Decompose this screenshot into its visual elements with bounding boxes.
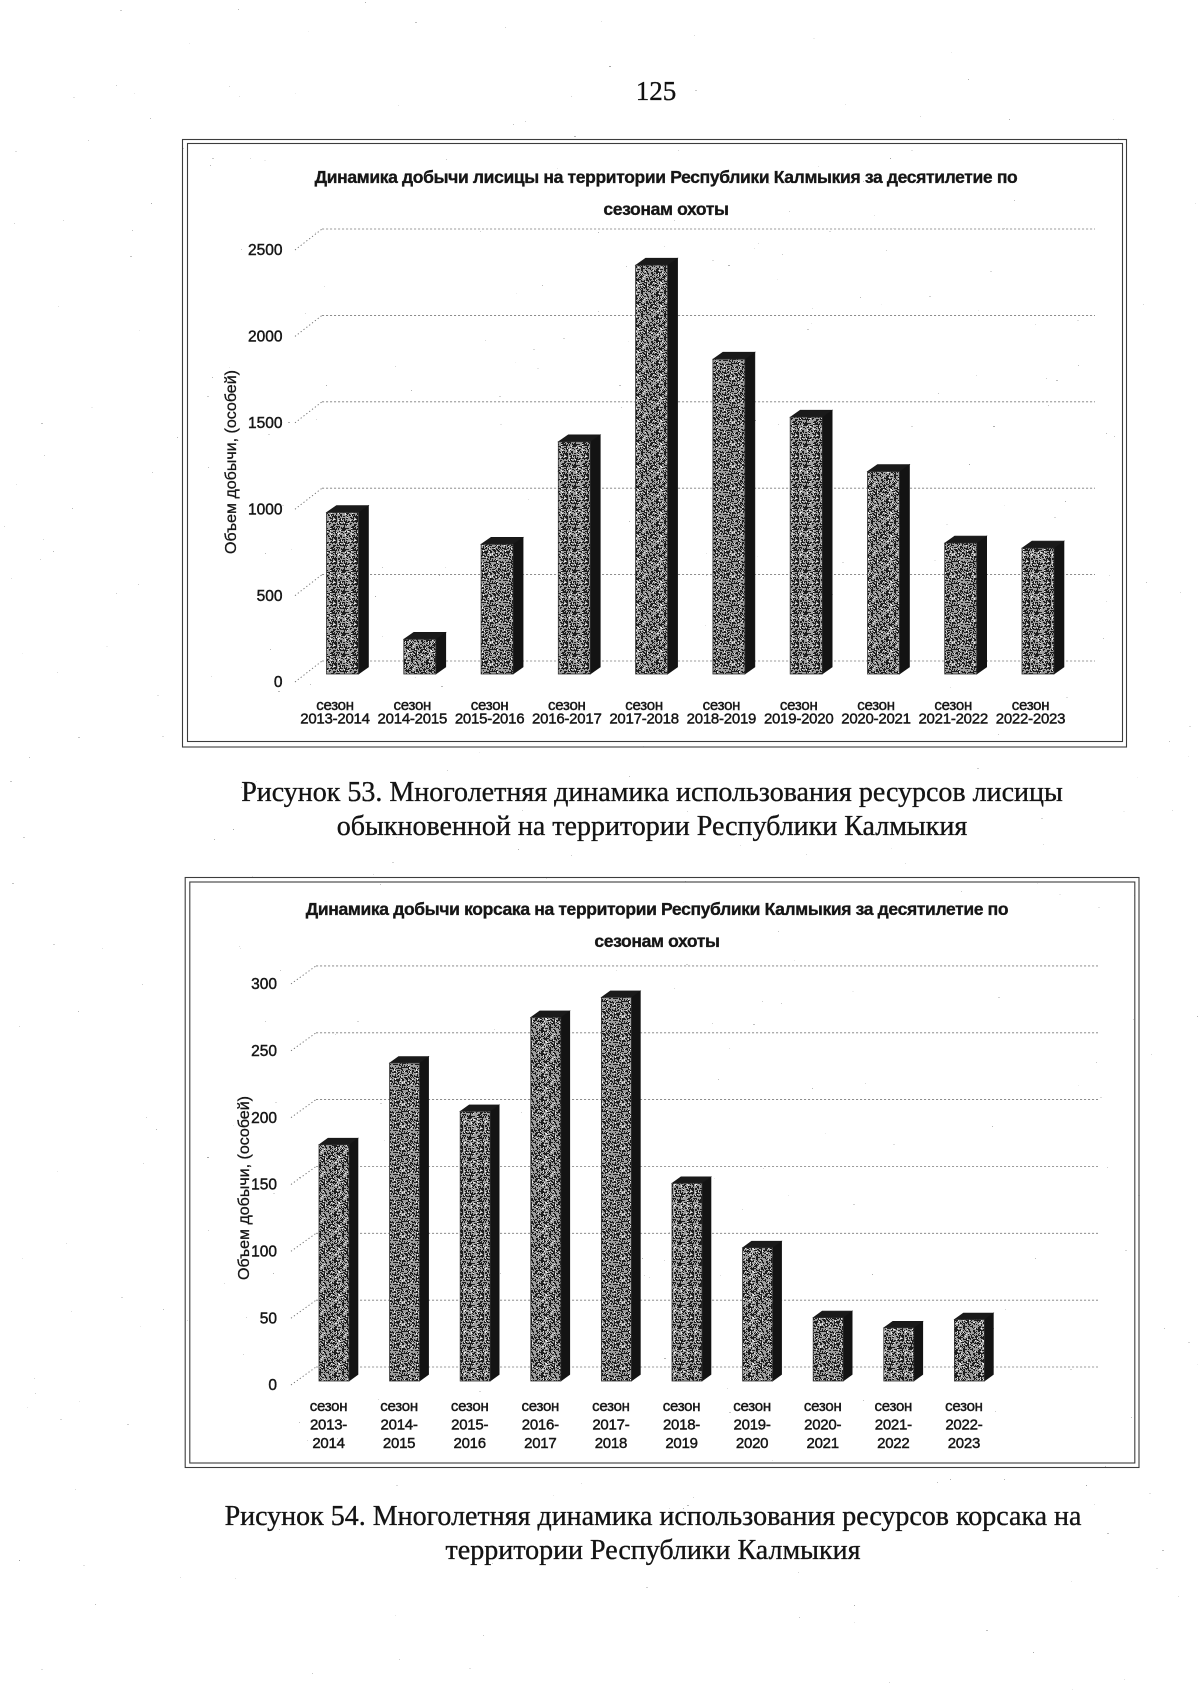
- svg-text:Динамика добычи корсака на тер: Динамика добычи корсака на территории Ре…: [306, 899, 1008, 919]
- svg-text:150: 150: [251, 1177, 277, 1194]
- svg-text:сезон: сезон: [451, 1398, 489, 1415]
- svg-text:2016-2017: 2016-2017: [532, 711, 601, 728]
- svg-text:2500: 2500: [248, 242, 283, 259]
- svg-text:500: 500: [257, 588, 283, 605]
- svg-text:2017: 2017: [524, 1435, 556, 1452]
- svg-text:сезон: сезон: [548, 697, 586, 714]
- svg-text:2018: 2018: [595, 1435, 627, 1452]
- svg-text:2021: 2021: [807, 1435, 839, 1452]
- svg-text:2021-: 2021-: [875, 1417, 912, 1434]
- svg-text:2020-2021: 2020-2021: [841, 711, 910, 728]
- svg-text:2014: 2014: [312, 1435, 344, 1452]
- svg-text:сезон: сезон: [592, 1398, 630, 1415]
- svg-text:2018-: 2018-: [663, 1417, 700, 1434]
- svg-text:2015-: 2015-: [451, 1417, 488, 1434]
- svg-text:сезонам охоты: сезонам охоты: [603, 199, 728, 219]
- svg-text:2020: 2020: [736, 1435, 768, 1452]
- svg-text:сезон: сезон: [521, 1398, 559, 1415]
- svg-text:2023: 2023: [948, 1435, 980, 1452]
- svg-text:сезон: сезон: [393, 697, 431, 714]
- svg-text:2013-2014: 2013-2014: [300, 711, 369, 728]
- svg-text:2022: 2022: [877, 1435, 909, 1452]
- svg-text:1000: 1000: [248, 501, 283, 518]
- svg-text:сезон: сезон: [380, 1398, 418, 1415]
- svg-text:2021-2022: 2021-2022: [918, 711, 987, 728]
- svg-text:300: 300: [251, 976, 277, 993]
- svg-text:2013-: 2013-: [310, 1417, 347, 1434]
- svg-text:Объем добычи, (особей): Объем добычи, (особей): [223, 370, 240, 554]
- svg-text:Объем добычи, (особей): Объем добычи, (особей): [236, 1096, 253, 1280]
- svg-text:2019-: 2019-: [734, 1417, 771, 1434]
- svg-text:0: 0: [268, 1377, 277, 1394]
- svg-text:сезон: сезон: [663, 1398, 701, 1415]
- svg-text:2017-: 2017-: [592, 1417, 629, 1434]
- svg-text:сезон: сезон: [703, 697, 741, 714]
- svg-text:2016: 2016: [454, 1435, 486, 1452]
- svg-text:100: 100: [251, 1244, 277, 1261]
- svg-text:сезон: сезон: [733, 1398, 771, 1415]
- svg-text:2014-2015: 2014-2015: [378, 711, 447, 728]
- svg-text:2019: 2019: [665, 1435, 697, 1452]
- svg-text:сезон: сезон: [804, 1398, 842, 1415]
- svg-text:200: 200: [251, 1110, 277, 1127]
- svg-text:2016-: 2016-: [522, 1417, 559, 1434]
- svg-text:50: 50: [260, 1310, 278, 1327]
- svg-text:2014-: 2014-: [381, 1417, 418, 1434]
- svg-text:1500: 1500: [248, 415, 283, 432]
- svg-text:2017-2018: 2017-2018: [609, 711, 678, 728]
- svg-text:0: 0: [274, 674, 283, 691]
- svg-text:сезон: сезон: [934, 697, 972, 714]
- svg-text:сезон: сезон: [471, 697, 509, 714]
- svg-text:2015: 2015: [383, 1435, 415, 1452]
- svg-text:250: 250: [251, 1043, 277, 1060]
- svg-text:сезон: сезон: [945, 1398, 983, 1415]
- svg-text:сезонам охоты: сезонам охоты: [594, 931, 719, 951]
- svg-text:сезон: сезон: [874, 1398, 912, 1415]
- svg-text:сезон: сезон: [310, 1398, 348, 1415]
- svg-text:2020-: 2020-: [804, 1417, 841, 1434]
- svg-text:сезон: сезон: [1012, 697, 1050, 714]
- svg-text:2018-2019: 2018-2019: [687, 711, 756, 728]
- svg-text:Динамика добычи лисицы на терр: Динамика добычи лисицы на территории Рес…: [315, 167, 1018, 187]
- svg-text:сезон: сезон: [780, 697, 818, 714]
- svg-text:2000: 2000: [248, 329, 283, 346]
- svg-text:2019-2020: 2019-2020: [764, 711, 833, 728]
- svg-text:сезон: сезон: [625, 697, 663, 714]
- svg-text:2022-: 2022-: [945, 1417, 982, 1434]
- svg-text:сезон: сезон: [316, 697, 354, 714]
- svg-text:2022-2023: 2022-2023: [996, 711, 1065, 728]
- svg-text:сезон: сезон: [857, 697, 895, 714]
- svg-text:2015-2016: 2015-2016: [455, 711, 524, 728]
